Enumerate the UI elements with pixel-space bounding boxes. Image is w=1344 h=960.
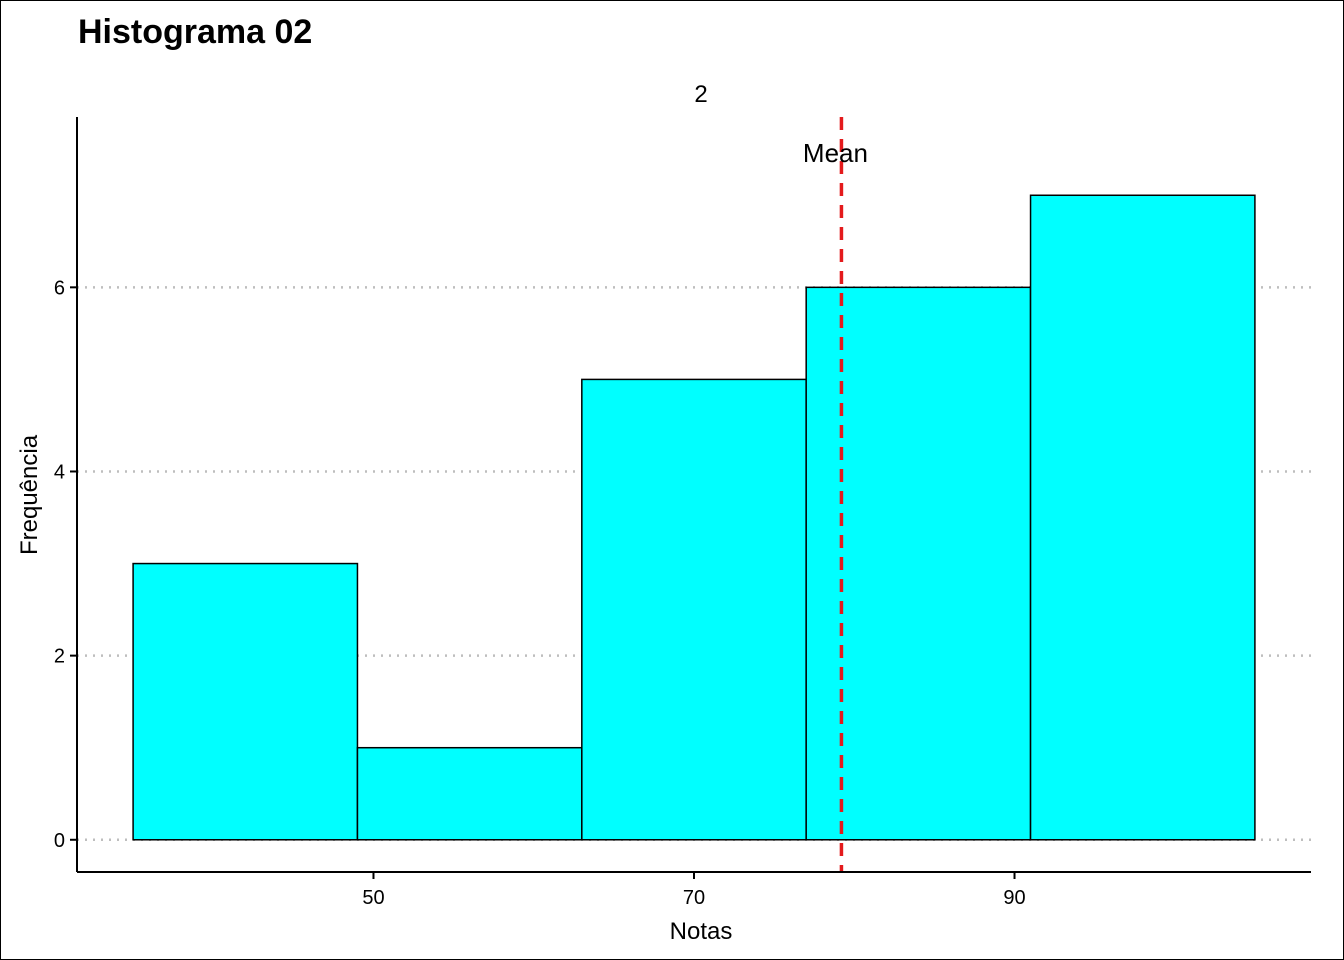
histogram-bar <box>581 378 807 841</box>
mean-label: Mean <box>803 138 868 168</box>
x-tick-label: 70 <box>683 887 705 909</box>
histogram-bar <box>356 746 583 841</box>
y-tick-label: 2 <box>54 646 65 668</box>
x-tick-label: 90 <box>1003 887 1025 909</box>
chart-title: Histograma 02 <box>78 13 312 51</box>
histogram-bars <box>132 194 1256 841</box>
y-tick-label: 4 <box>54 461 65 483</box>
histogram-bar <box>132 562 359 841</box>
y-tick-label: 6 <box>54 277 65 299</box>
y-axis-title: Frequência <box>16 434 43 555</box>
y-tick-label: 0 <box>54 830 65 852</box>
mean-marker: Mean <box>803 117 868 872</box>
x-tick-label: 50 <box>362 887 384 909</box>
chart-subtitle: 2 <box>694 81 707 108</box>
histogram-bar <box>805 286 1032 841</box>
x-axis-title: Notas <box>670 918 733 945</box>
histogram-bar <box>1029 194 1256 841</box>
axes: 0 2 4 6 50 70 90 <box>54 117 1311 909</box>
